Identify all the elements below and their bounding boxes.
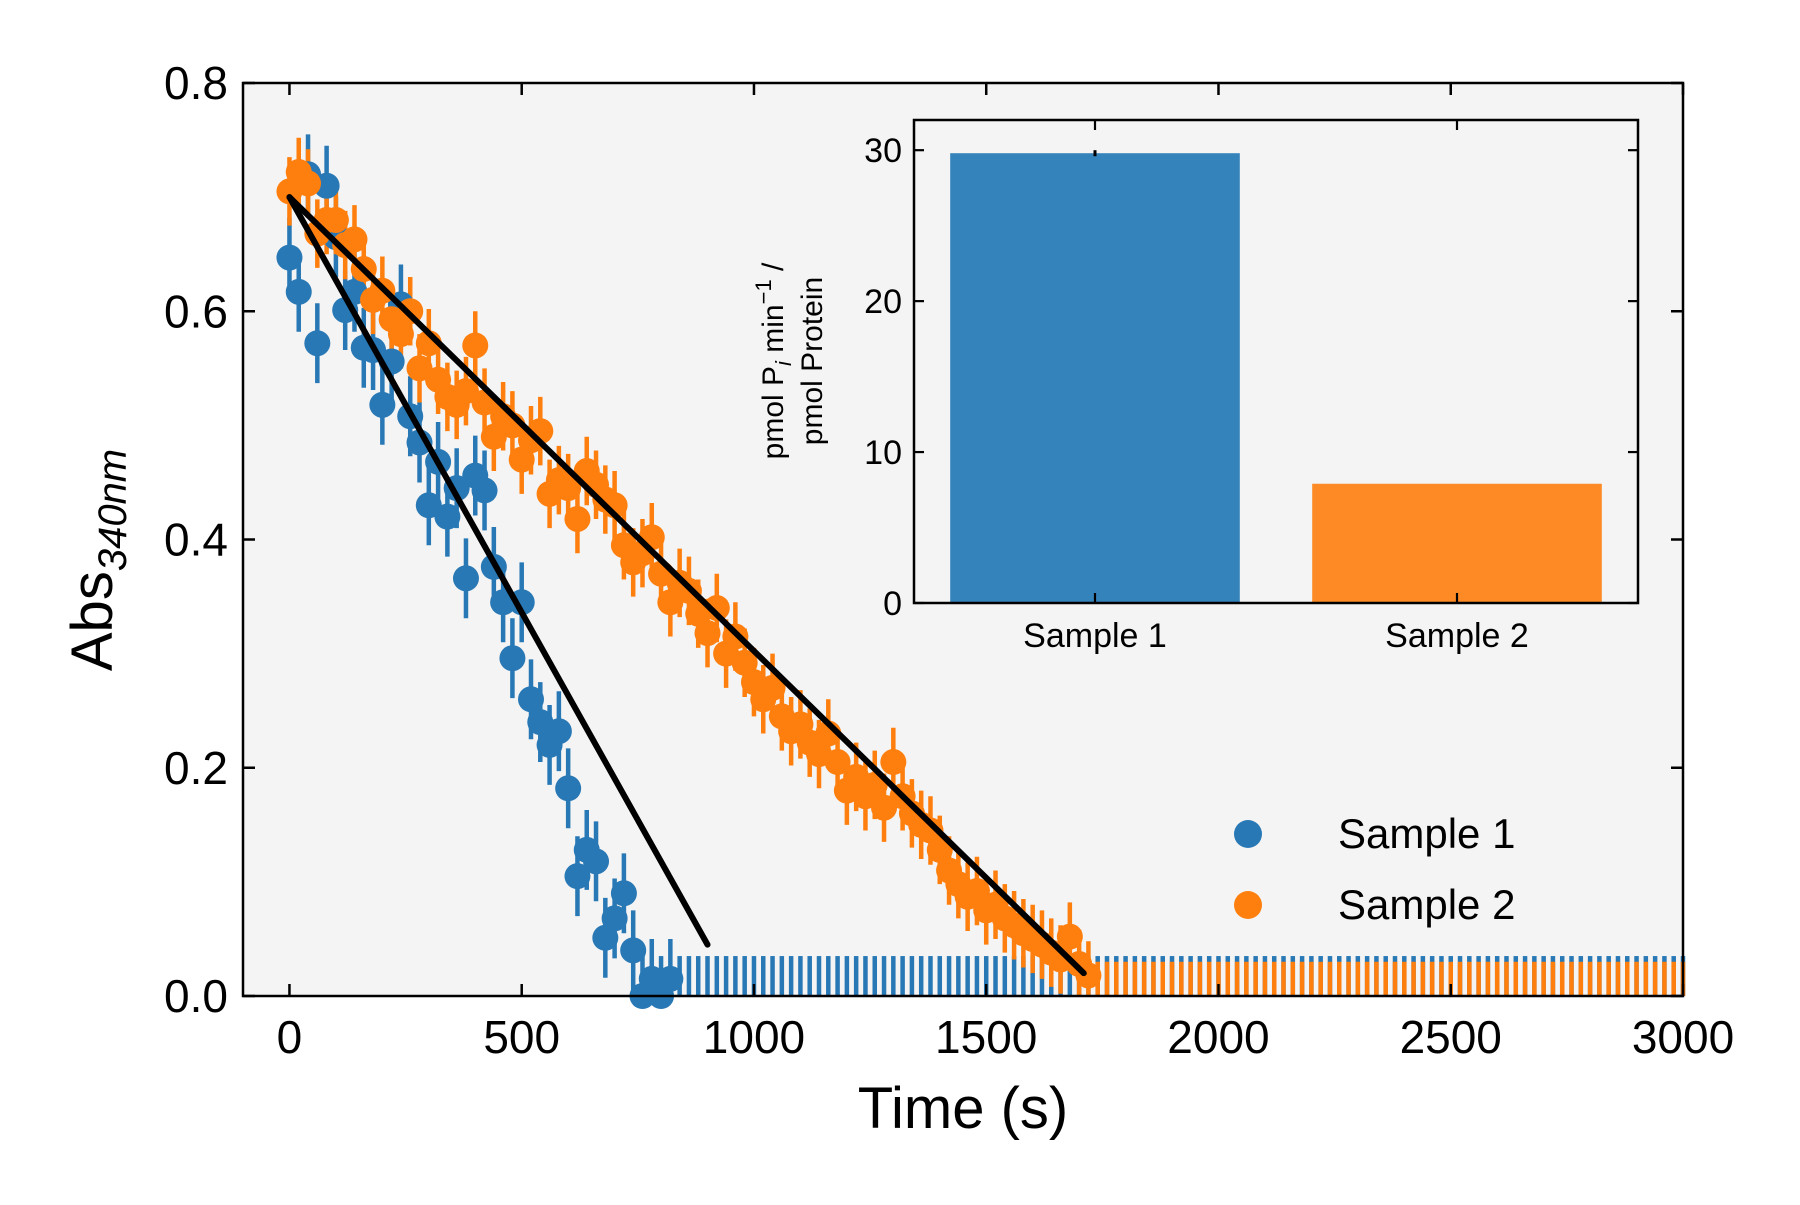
- legend-label-sample-2: Sample 2: [1338, 881, 1515, 928]
- data-point: [369, 391, 396, 418]
- inset-y-tick-label: 20: [864, 283, 902, 321]
- data-point: [480, 423, 507, 450]
- data-point: [1056, 923, 1083, 950]
- data-point: [462, 332, 489, 359]
- x-tick-label: 3000: [1632, 1011, 1734, 1063]
- inset-bar: [950, 153, 1240, 604]
- data-point: [871, 794, 898, 821]
- data-point: [703, 594, 730, 621]
- y-tick-label: 0.0: [164, 970, 228, 1022]
- data-point: [545, 718, 572, 745]
- data-point: [880, 749, 907, 776]
- inset-y-tick-label: 10: [864, 434, 902, 472]
- inset-y-axis-label-line-1: pmol Pi min−1 /: [751, 262, 796, 459]
- data-point: [731, 649, 758, 676]
- data-point: [452, 378, 479, 405]
- y-tick-label: 0.6: [164, 285, 228, 337]
- data-point: [564, 863, 591, 890]
- legend: Sample 1 Sample 2: [1234, 810, 1515, 928]
- data-point: [304, 330, 331, 357]
- data-point: [341, 226, 368, 253]
- inset-bars: [950, 150, 1602, 604]
- data-point: [824, 749, 851, 776]
- data-point: [415, 492, 442, 519]
- x-tick-label: 2500: [1400, 1011, 1502, 1063]
- y-axis-label-main: Abs: [60, 571, 125, 671]
- data-point: [564, 505, 591, 532]
- data-point: [963, 878, 990, 905]
- fit-line: [286, 194, 711, 948]
- x-tick-label: 1500: [935, 1011, 1037, 1063]
- x-tick-label: 0: [277, 1011, 303, 1063]
- data-point: [657, 589, 684, 616]
- inset-y-ticks: 0 10 20 30: [864, 132, 1638, 623]
- data-point: [295, 170, 322, 197]
- data-point: [406, 355, 433, 382]
- inset-x-tick-label: Sample 2: [1385, 617, 1529, 655]
- data-point: [499, 645, 526, 672]
- data-point: [471, 477, 498, 504]
- inset-y-axis-label-line-2: pmol Protein: [796, 277, 829, 445]
- main-fits: [286, 194, 1087, 977]
- inset-plot: 0 10 20 30 Sample 1 Sample 2 pmol Pi min−1 /…: [751, 118, 1640, 655]
- legend-marker-sample-1: [1234, 820, 1262, 848]
- data-point: [555, 475, 582, 502]
- data-point: [387, 321, 414, 348]
- y-axis-label-subscript: 340nm: [91, 449, 135, 571]
- inset-plot-frame: [912, 118, 1640, 605]
- main-plot-frame: [241, 81, 1685, 998]
- legend-label-sample-1: Sample 1: [1338, 810, 1515, 857]
- y-tick-label: 0.2: [164, 742, 228, 794]
- y-axis-label: Abs340nm: [60, 449, 135, 671]
- data-point: [601, 905, 628, 932]
- x-tick-label: 1000: [703, 1011, 805, 1063]
- inset-x-tick-label: Sample 1: [1023, 617, 1167, 655]
- inset-y-label-text-3: /: [757, 262, 790, 279]
- data-point: [434, 503, 461, 530]
- data-point: [917, 817, 944, 844]
- data-point: [518, 686, 544, 713]
- legend-marker-sample-2: [1234, 891, 1262, 919]
- x-tick-label: 500: [483, 1011, 560, 1063]
- inset-y-label-text-1: pmol P: [757, 366, 790, 459]
- data-point: [555, 775, 582, 802]
- inset-y-label-subscript: i: [771, 360, 796, 366]
- inset-y-label-text-2: min: [757, 304, 790, 361]
- inset-y-label-superscript: −1: [751, 279, 776, 304]
- main-x-ticks: 0 500 1000 1500 2000 2500 3000: [277, 83, 1734, 1063]
- data-point: [592, 924, 619, 951]
- main-points: [276, 159, 1102, 1009]
- inset-y-tick-label: 30: [864, 132, 902, 170]
- main-y-ticks: 0.0 0.2 0.4 0.6 0.8: [164, 57, 1683, 1022]
- data-point: [508, 446, 535, 473]
- fit-line: [286, 194, 1087, 977]
- data-point: [694, 620, 721, 647]
- data-point: [620, 937, 647, 964]
- inset-bar: [1312, 483, 1602, 603]
- data-point: [322, 206, 349, 233]
- x-axis-label: Time (s): [858, 1076, 1068, 1141]
- data-point: [657, 965, 684, 992]
- data-point: [926, 836, 953, 863]
- data-point: [285, 278, 312, 305]
- inset-x-ticks: Sample 1 Sample 2: [1023, 120, 1529, 655]
- inset-y-tick-label: 0: [883, 585, 902, 623]
- data-point: [759, 674, 786, 701]
- y-tick-label: 0.4: [164, 514, 228, 566]
- data-point: [583, 848, 610, 875]
- y-tick-label: 0.8: [164, 57, 228, 109]
- data-point: [452, 565, 479, 592]
- x-tick-label: 2000: [1167, 1011, 1269, 1063]
- data-point: [610, 880, 637, 907]
- data-point: [276, 244, 303, 271]
